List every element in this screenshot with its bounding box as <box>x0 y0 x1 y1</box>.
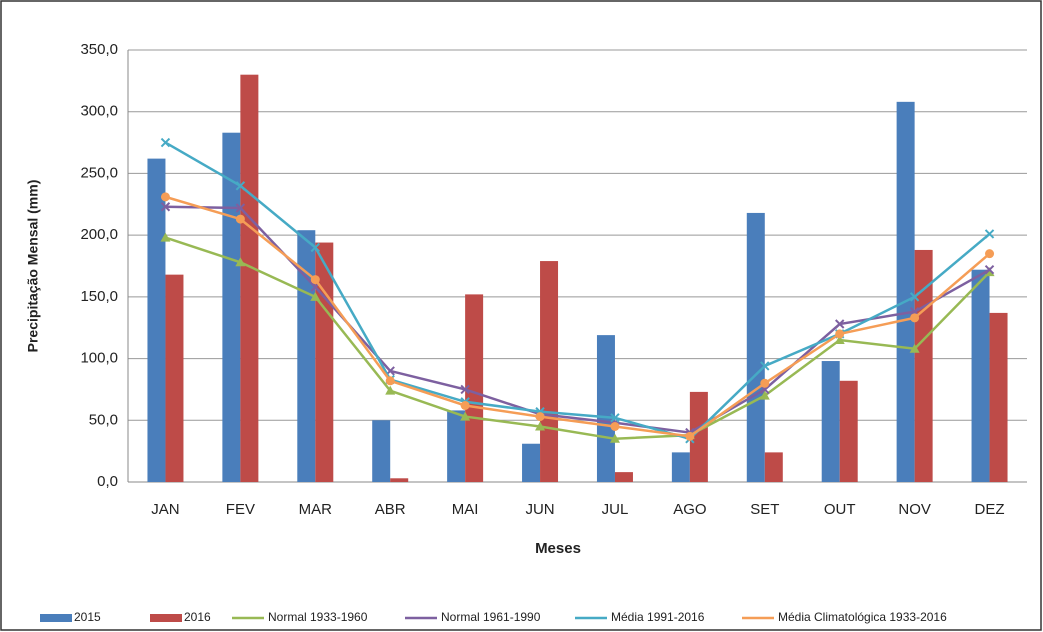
bar <box>764 452 783 482</box>
bar <box>821 361 840 482</box>
marker <box>759 390 770 400</box>
marker <box>160 137 171 148</box>
bar <box>989 312 1008 482</box>
marker <box>385 376 395 386</box>
bar <box>689 391 708 482</box>
marker <box>760 361 770 371</box>
marker <box>834 335 845 345</box>
x-tick-label: JAN <box>151 501 179 518</box>
x-tick-label: SET <box>750 501 779 518</box>
marker <box>910 313 920 323</box>
x-axis-title: Meses <box>535 540 581 557</box>
bar <box>540 261 559 482</box>
bar <box>671 452 690 482</box>
y-tick-label: 50,0 <box>89 411 118 428</box>
legend-label: 2015 <box>74 610 101 624</box>
bar <box>372 420 391 482</box>
bar <box>390 478 409 482</box>
x-tick-label: MAR <box>299 501 333 518</box>
bar <box>465 294 484 482</box>
line <box>165 195 991 438</box>
legend-label: Média 1991-2016 <box>611 610 705 624</box>
x-tick-label: OUT <box>824 501 856 518</box>
y-tick-label: 0,0 <box>97 473 118 490</box>
marker <box>160 192 170 202</box>
marker <box>385 385 396 395</box>
marker <box>984 264 995 275</box>
y-tick-label: 200,0 <box>80 226 118 243</box>
x-tick-label: MAI <box>452 501 479 518</box>
y-tick-label: 250,0 <box>80 164 118 181</box>
legend-swatch <box>150 614 182 622</box>
bar <box>297 230 316 482</box>
marker <box>235 181 246 191</box>
x-tick-label: FEV <box>226 501 255 518</box>
marker <box>984 267 995 277</box>
marker <box>985 249 995 259</box>
x-tick-label: ABR <box>375 501 406 518</box>
marker <box>610 421 620 431</box>
bar <box>165 274 184 482</box>
legend-swatch <box>40 614 72 622</box>
x-tick-label: DEZ <box>975 501 1005 518</box>
marker <box>235 257 246 267</box>
marker <box>535 412 545 422</box>
x-tick-label: NOV <box>898 501 931 518</box>
marker <box>310 242 320 253</box>
line <box>165 205 991 434</box>
bar <box>222 132 241 482</box>
legend-label: Normal 1961-1990 <box>441 610 541 624</box>
y-tick-label: 150,0 <box>80 288 118 305</box>
marker <box>835 319 845 329</box>
marker <box>610 413 620 423</box>
marker <box>235 203 246 213</box>
marker <box>160 202 171 212</box>
line <box>164 141 991 441</box>
bar <box>896 101 915 482</box>
x-tick-label: JUN <box>525 501 554 518</box>
marker <box>909 343 920 353</box>
y-tick-label: 350,0 <box>80 41 118 58</box>
marker <box>460 411 471 421</box>
y-tick-label: 300,0 <box>80 103 118 120</box>
marker <box>685 431 695 441</box>
marker <box>609 433 620 443</box>
bar <box>839 380 858 482</box>
marker <box>460 400 470 410</box>
marker <box>310 275 320 285</box>
legend-label: Normal 1933-1960 <box>268 610 368 624</box>
marker <box>310 291 321 301</box>
y-axis-title: Precipitação Mensal (mm) <box>25 180 41 353</box>
legend-label: 2016 <box>184 610 211 624</box>
marker <box>460 384 470 395</box>
marker <box>760 378 770 388</box>
bar <box>596 335 615 482</box>
y-tick-label: 100,0 <box>80 350 118 367</box>
line <box>165 236 991 441</box>
bar <box>522 443 541 482</box>
bar <box>746 212 765 482</box>
x-tick-label: JUL <box>602 501 629 518</box>
marker <box>535 421 546 431</box>
marker <box>235 214 245 224</box>
legend: 2015 2016 Normal 1933-1960 Normal 1961-1990… <box>40 610 947 624</box>
marker <box>160 232 171 242</box>
bar <box>240 74 259 482</box>
x-tick-label: AGO <box>673 501 706 518</box>
legend-label: Média Climatológica 1933-2016 <box>778 610 947 624</box>
bar <box>971 269 990 482</box>
marker <box>835 329 845 339</box>
marker <box>984 229 995 239</box>
bar <box>614 472 633 482</box>
marker <box>909 292 920 302</box>
bar <box>147 158 166 483</box>
bar <box>447 410 466 482</box>
